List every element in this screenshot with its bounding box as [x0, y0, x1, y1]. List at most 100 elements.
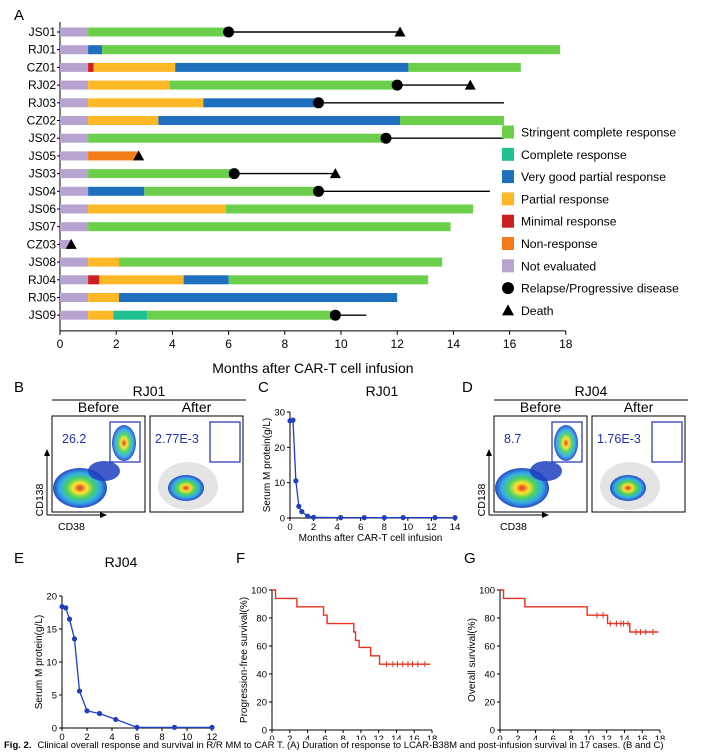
- y-tick-label: 80: [484, 614, 495, 625]
- x-tick-label: 18: [559, 337, 573, 351]
- legend-swatch-vgpr: [502, 170, 514, 184]
- response-bar-vgpr: [119, 293, 398, 302]
- legend-swatch-pr: [502, 192, 514, 206]
- flow-x-label: CD38: [500, 521, 527, 533]
- x-axis-arrowhead: [100, 512, 107, 518]
- x-tick-label: 2: [311, 522, 316, 533]
- response-bar-scr: [225, 204, 474, 214]
- x-tick-label: 18: [427, 734, 438, 740]
- patient-row: CZ01: [27, 60, 521, 74]
- patient-row: JS01: [29, 25, 406, 39]
- legend-label: Minimal response: [521, 215, 617, 229]
- survival-chart-f: 024681012141618020406080100Months after …: [239, 586, 437, 741]
- x-tick-label: 0: [57, 337, 64, 351]
- response-bar-ne: [60, 239, 72, 249]
- gate-percentage: 8.7: [504, 432, 521, 446]
- x-tick-label: 4: [305, 734, 310, 740]
- y-tick-label: 15: [46, 625, 57, 636]
- legend-label: Relapse/Progressive disease: [521, 282, 679, 296]
- response-bar-ne: [60, 222, 89, 232]
- y-tick-label: 20: [484, 698, 495, 709]
- x-tick-label: 14: [450, 522, 461, 533]
- x-tick-label: 6: [323, 734, 328, 740]
- response-bar-ne: [60, 275, 89, 285]
- survival-curve: [272, 589, 431, 665]
- x-tick-label: 6: [225, 337, 232, 351]
- patient-row: CZ03: [27, 237, 77, 251]
- response-bar-ne: [60, 186, 89, 196]
- flow-gate: [551, 421, 583, 463]
- x-tick-label: 18: [655, 734, 666, 740]
- flow-gate: [651, 421, 683, 463]
- y-tick-label: 40: [484, 670, 495, 681]
- legend-swatch-scr: [502, 125, 514, 139]
- cell-population-main: [168, 475, 204, 501]
- panel-label-e: E: [14, 550, 24, 567]
- y-tick-label: 100: [251, 586, 267, 597]
- x-tick-label: 4: [109, 732, 114, 740]
- cell-population-main: [610, 475, 646, 501]
- x-tick-label: 8: [159, 732, 164, 740]
- y-axis-title: Progression-free survival(%): [239, 597, 250, 723]
- y-tick-label: 0: [490, 726, 495, 737]
- patient-row: JS07: [29, 220, 451, 234]
- x-tick-label: 6: [358, 522, 363, 533]
- x-tick-label: 8: [568, 734, 573, 740]
- patient-row: JS02: [29, 131, 504, 145]
- data-point: [76, 688, 83, 694]
- patient-label: JS06: [29, 202, 57, 216]
- response-bar-cr: [113, 310, 148, 320]
- response-bar-pr: [88, 204, 226, 214]
- cell-population-gated: [112, 425, 136, 461]
- y-tick-label: 20: [256, 698, 267, 709]
- data-point: [381, 515, 387, 521]
- flow-sublabel: After: [182, 399, 212, 415]
- x-tick-label: 2: [84, 732, 89, 740]
- data-point: [290, 417, 296, 423]
- y-tick-label: 60: [484, 642, 495, 653]
- legend-label: Stringent complete response: [521, 126, 676, 140]
- x-tick-label: 12: [391, 337, 405, 351]
- relapse-marker: [228, 168, 240, 180]
- gate-percentage: 1.76E-3: [597, 432, 641, 446]
- x-tick-label: 12: [373, 734, 384, 740]
- panel-label-d: D: [462, 379, 473, 396]
- response-bar-pr: [88, 80, 170, 90]
- y-axis-arrowhead: [44, 449, 50, 456]
- response-bar-ne: [60, 80, 89, 90]
- y-tick-label: 40: [256, 670, 267, 681]
- y-tick-label: 100: [479, 586, 495, 597]
- x-axis-arrowhead: [542, 512, 549, 518]
- response-bar-ne: [60, 116, 89, 125]
- y-tick-label: 10: [274, 478, 285, 489]
- x-tick-label: 6: [134, 732, 139, 740]
- data-point: [84, 708, 90, 714]
- flow-y-label: CD138: [476, 483, 488, 516]
- x-tick-label: 4: [334, 522, 339, 533]
- y-tick-label: 80: [256, 614, 267, 625]
- legend-swatch-ne: [502, 259, 514, 273]
- response-bar-scr: [102, 45, 561, 55]
- flow-panel-b: RJ01 Before 26.2 After 2.77E-3 CD138 CD38: [34, 383, 246, 533]
- patient-label: RJ05: [28, 291, 56, 305]
- cell-population-gated: [554, 425, 578, 461]
- data-point: [66, 616, 73, 622]
- y-tick-label: 5: [52, 691, 57, 702]
- relapse-marker: [380, 132, 392, 144]
- x-tick-label: 10: [182, 732, 193, 740]
- patient-label: JS08: [29, 255, 57, 269]
- response-bar-ne: [60, 133, 89, 143]
- figure-caption: Fig. 2. Clinical overall response and sur…: [4, 740, 710, 751]
- survival-curve: [500, 589, 659, 633]
- patient-row: RJ02: [28, 78, 476, 92]
- patient-label: JS07: [29, 220, 57, 234]
- response-bar-pr: [88, 116, 159, 125]
- response-bar-pr: [88, 310, 114, 320]
- response-bar-scr: [408, 62, 521, 72]
- chart-title: RJ01: [366, 383, 399, 399]
- x-tick-label: 16: [503, 337, 517, 351]
- response-bar-scr: [169, 80, 398, 90]
- x-tick-label: 4: [169, 337, 176, 351]
- patient-label: JS09: [29, 308, 57, 322]
